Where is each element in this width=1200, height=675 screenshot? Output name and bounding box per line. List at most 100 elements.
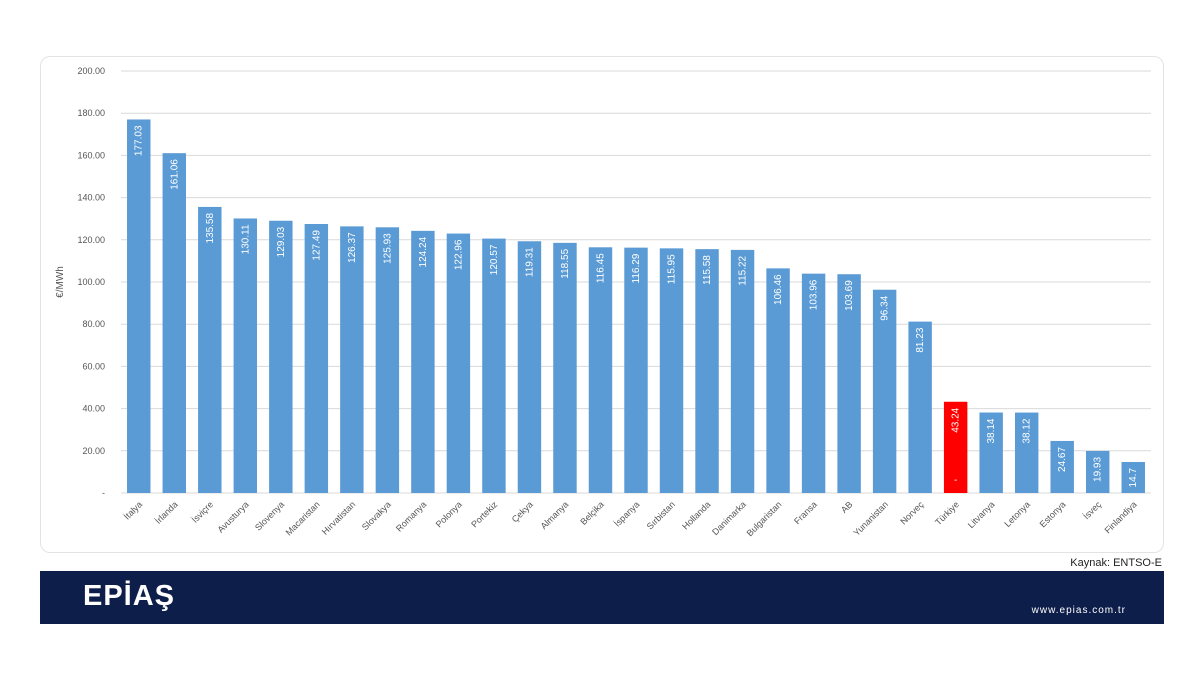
category-label: Finlandiya (1103, 499, 1139, 535)
data-label: 116.45 (595, 253, 606, 283)
category-label: Polonya (434, 499, 464, 529)
data-label: 120.57 (489, 244, 500, 275)
category-label: Belçika (578, 499, 606, 527)
source-note: Kaynak: ENTSO-E (1070, 557, 1162, 569)
category-label: Hollanda (680, 499, 712, 531)
data-label: 124.24 (418, 236, 429, 267)
bar (304, 223, 329, 493)
bar (198, 206, 222, 493)
bar (979, 412, 1003, 493)
y-tick-label: 160.00 (77, 150, 105, 160)
bar (908, 321, 932, 493)
bar-chart: - 20.00 40.00 60.00 80.00 100.00 120.00 140.00 1… (55, 66, 1151, 538)
data-label: 125.93 (382, 233, 393, 264)
bar (162, 153, 186, 493)
category-label: Portekiz (469, 499, 499, 529)
category-label: İsviçre (190, 499, 215, 524)
data-label: 161.06 (169, 159, 180, 190)
y-tick-label: 40.00 (82, 404, 105, 414)
bar (730, 249, 755, 493)
bar (340, 226, 364, 493)
y-axis-title: €/MWh (55, 266, 66, 298)
data-label-extra: - (954, 475, 957, 486)
category-label: Letonya (1002, 499, 1032, 529)
data-label: 122.96 (453, 239, 464, 270)
y-tick-label: - (102, 488, 105, 498)
category-label: Sırbistan (645, 499, 677, 531)
data-label: 130.11 (240, 224, 251, 254)
bar (1050, 440, 1074, 493)
bar (1014, 412, 1039, 493)
category-label: Slovakya (360, 499, 393, 532)
bar (482, 238, 506, 493)
category-label: Avusturya (215, 499, 250, 534)
data-label: 135.58 (205, 212, 216, 243)
category-label: İspanya (612, 499, 641, 528)
data-label: 119.31 (524, 247, 535, 277)
bar (233, 218, 258, 493)
chart-card: - 20.00 40.00 60.00 80.00 100.00 120.00 140.00 1… (40, 56, 1164, 553)
bar (659, 248, 684, 493)
category-label: AB (839, 499, 855, 515)
data-label: 127.49 (311, 230, 322, 261)
y-tick-label: 20.00 (82, 446, 105, 456)
category-label: İsveç (1081, 499, 1103, 521)
bar (446, 233, 471, 494)
epias-logo: EPİAŞ (83, 580, 176, 612)
bar (1121, 461, 1145, 493)
y-tick-label: 80.00 (82, 319, 105, 329)
y-tick-label: 60.00 (82, 361, 105, 371)
footer-band: EPİAŞ www.epias.com.tr (40, 571, 1164, 624)
category-label: Fransa (792, 499, 819, 526)
data-label: 177.03 (134, 125, 145, 156)
data-label: 43.24 (951, 407, 962, 432)
data-label: 103.69 (844, 280, 855, 311)
data-label: 118.55 (560, 248, 571, 278)
bar (624, 247, 648, 493)
data-label: 129.03 (276, 226, 287, 257)
data-label: 38.12 (1022, 418, 1033, 443)
data-label: 14.7 (1128, 468, 1139, 488)
bar (375, 227, 400, 493)
bar (872, 289, 897, 493)
bar (411, 230, 435, 493)
bar (269, 220, 293, 493)
y-tick-label: 140.00 (77, 193, 105, 203)
category-label: Litvanya (966, 499, 997, 530)
category-label: İtalya (122, 499, 144, 521)
category-label: Estonya (1038, 499, 1068, 529)
category-label: Romanya (394, 499, 428, 533)
data-label: 116.29 (631, 253, 642, 283)
y-tick-label: 180.00 (77, 108, 105, 118)
category-label: Yunanistan (851, 499, 890, 538)
y-tick-label: 200.00 (77, 66, 105, 76)
data-label: 115.22 (738, 255, 749, 285)
data-label: 24.67 (1057, 447, 1068, 472)
data-label: 38.14 (986, 418, 997, 443)
data-label: 115.58 (702, 255, 713, 285)
category-label: Çekya (510, 499, 535, 524)
bar (1086, 450, 1110, 493)
bar (943, 401, 968, 493)
category-label: Almanya (539, 499, 571, 531)
bar (837, 274, 861, 493)
y-tick-label: 120.00 (77, 235, 105, 245)
bar (801, 273, 826, 493)
website-url: www.epias.com.tr (1031, 605, 1126, 616)
data-label: 106.46 (773, 274, 784, 305)
category-label: İrlanda (153, 499, 180, 526)
category-label: Hırvatistan (320, 499, 357, 536)
bar (766, 268, 790, 493)
bar (695, 249, 719, 493)
category-label: Macaristan (284, 499, 322, 537)
bar (588, 247, 613, 493)
bar (553, 242, 577, 493)
category-label: Slovenya (253, 499, 286, 532)
category-label: Bulgaristan (745, 499, 784, 538)
data-label: 115.95 (667, 254, 678, 284)
y-tick-label: 100.00 (77, 277, 105, 287)
data-label: 103.96 (809, 279, 820, 310)
data-label: 19.93 (1093, 457, 1104, 482)
bar (127, 119, 151, 493)
data-label: 81.23 (915, 327, 926, 352)
